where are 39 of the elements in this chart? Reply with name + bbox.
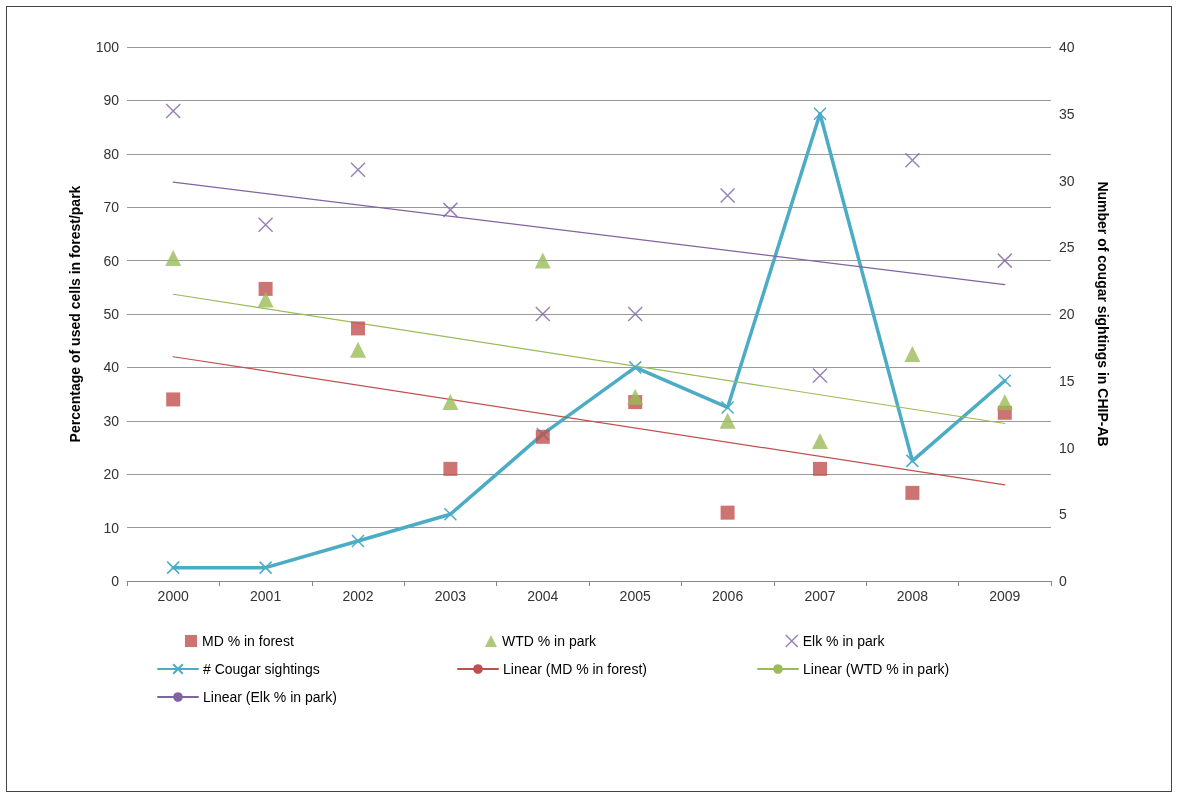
y2-tick-label: 30 bbox=[1059, 172, 1075, 189]
x-tick-label: 2009 bbox=[989, 588, 1021, 604]
y2-tick-label: 40 bbox=[1059, 39, 1075, 55]
legend-label: WTD % in park bbox=[502, 633, 598, 649]
y2-tick-label: 10 bbox=[1059, 439, 1075, 456]
x-tick-label: 2002 bbox=[342, 588, 374, 604]
y2-tick-label: 15 bbox=[1059, 372, 1075, 389]
y-tick-label: 20 bbox=[103, 466, 120, 483]
x-tick-label: 2001 bbox=[250, 588, 282, 604]
x-tick-label: 2008 bbox=[896, 588, 929, 604]
y-tick-label: 100 bbox=[95, 39, 120, 55]
y-tick-label: 90 bbox=[103, 92, 120, 109]
x-tick-label: 2006 bbox=[712, 588, 744, 604]
y-tick-label: 10 bbox=[103, 519, 120, 536]
y2-tick-label: 20 bbox=[1059, 306, 1075, 322]
y2-tick-label: 0 bbox=[1059, 573, 1067, 589]
y2-axis-title: Number of cougar sightings in CHIP-AB bbox=[1095, 181, 1111, 447]
y-tick-label: 60 bbox=[103, 252, 120, 269]
y-tick-label: 40 bbox=[103, 359, 120, 376]
y2-tick-label: 5 bbox=[1059, 506, 1067, 523]
x-tick-label: 2004 bbox=[527, 588, 559, 604]
y-tick-label: 80 bbox=[103, 145, 120, 162]
legend-label: MD % in forest bbox=[202, 633, 294, 649]
x-tick-label: 2003 bbox=[434, 588, 467, 604]
x-tick-label: 2007 bbox=[804, 588, 836, 604]
y2-tick-label: 35 bbox=[1059, 105, 1075, 122]
y-tick-label: 50 bbox=[103, 306, 120, 322]
legend-label: Elk % in park bbox=[802, 633, 886, 649]
legend-label: Linear (MD % in forest) bbox=[503, 661, 647, 677]
y-tick-label: 0 bbox=[111, 573, 120, 589]
legend-label: Linear (WTD % in park) bbox=[803, 661, 950, 677]
y-axis-title: Percentage of used cells in forest/park bbox=[67, 185, 83, 443]
legend-label: Linear (Elk % in park) bbox=[203, 689, 337, 705]
y-tick-label: 70 bbox=[103, 199, 120, 216]
x-tick-label: 2000 bbox=[157, 588, 189, 604]
y-tick-label: 30 bbox=[103, 412, 120, 429]
legend-label: # Cougar sightings bbox=[203, 661, 320, 677]
x-tick-label: 2005 bbox=[619, 588, 651, 604]
y2-tick-label: 25 bbox=[1059, 239, 1075, 256]
